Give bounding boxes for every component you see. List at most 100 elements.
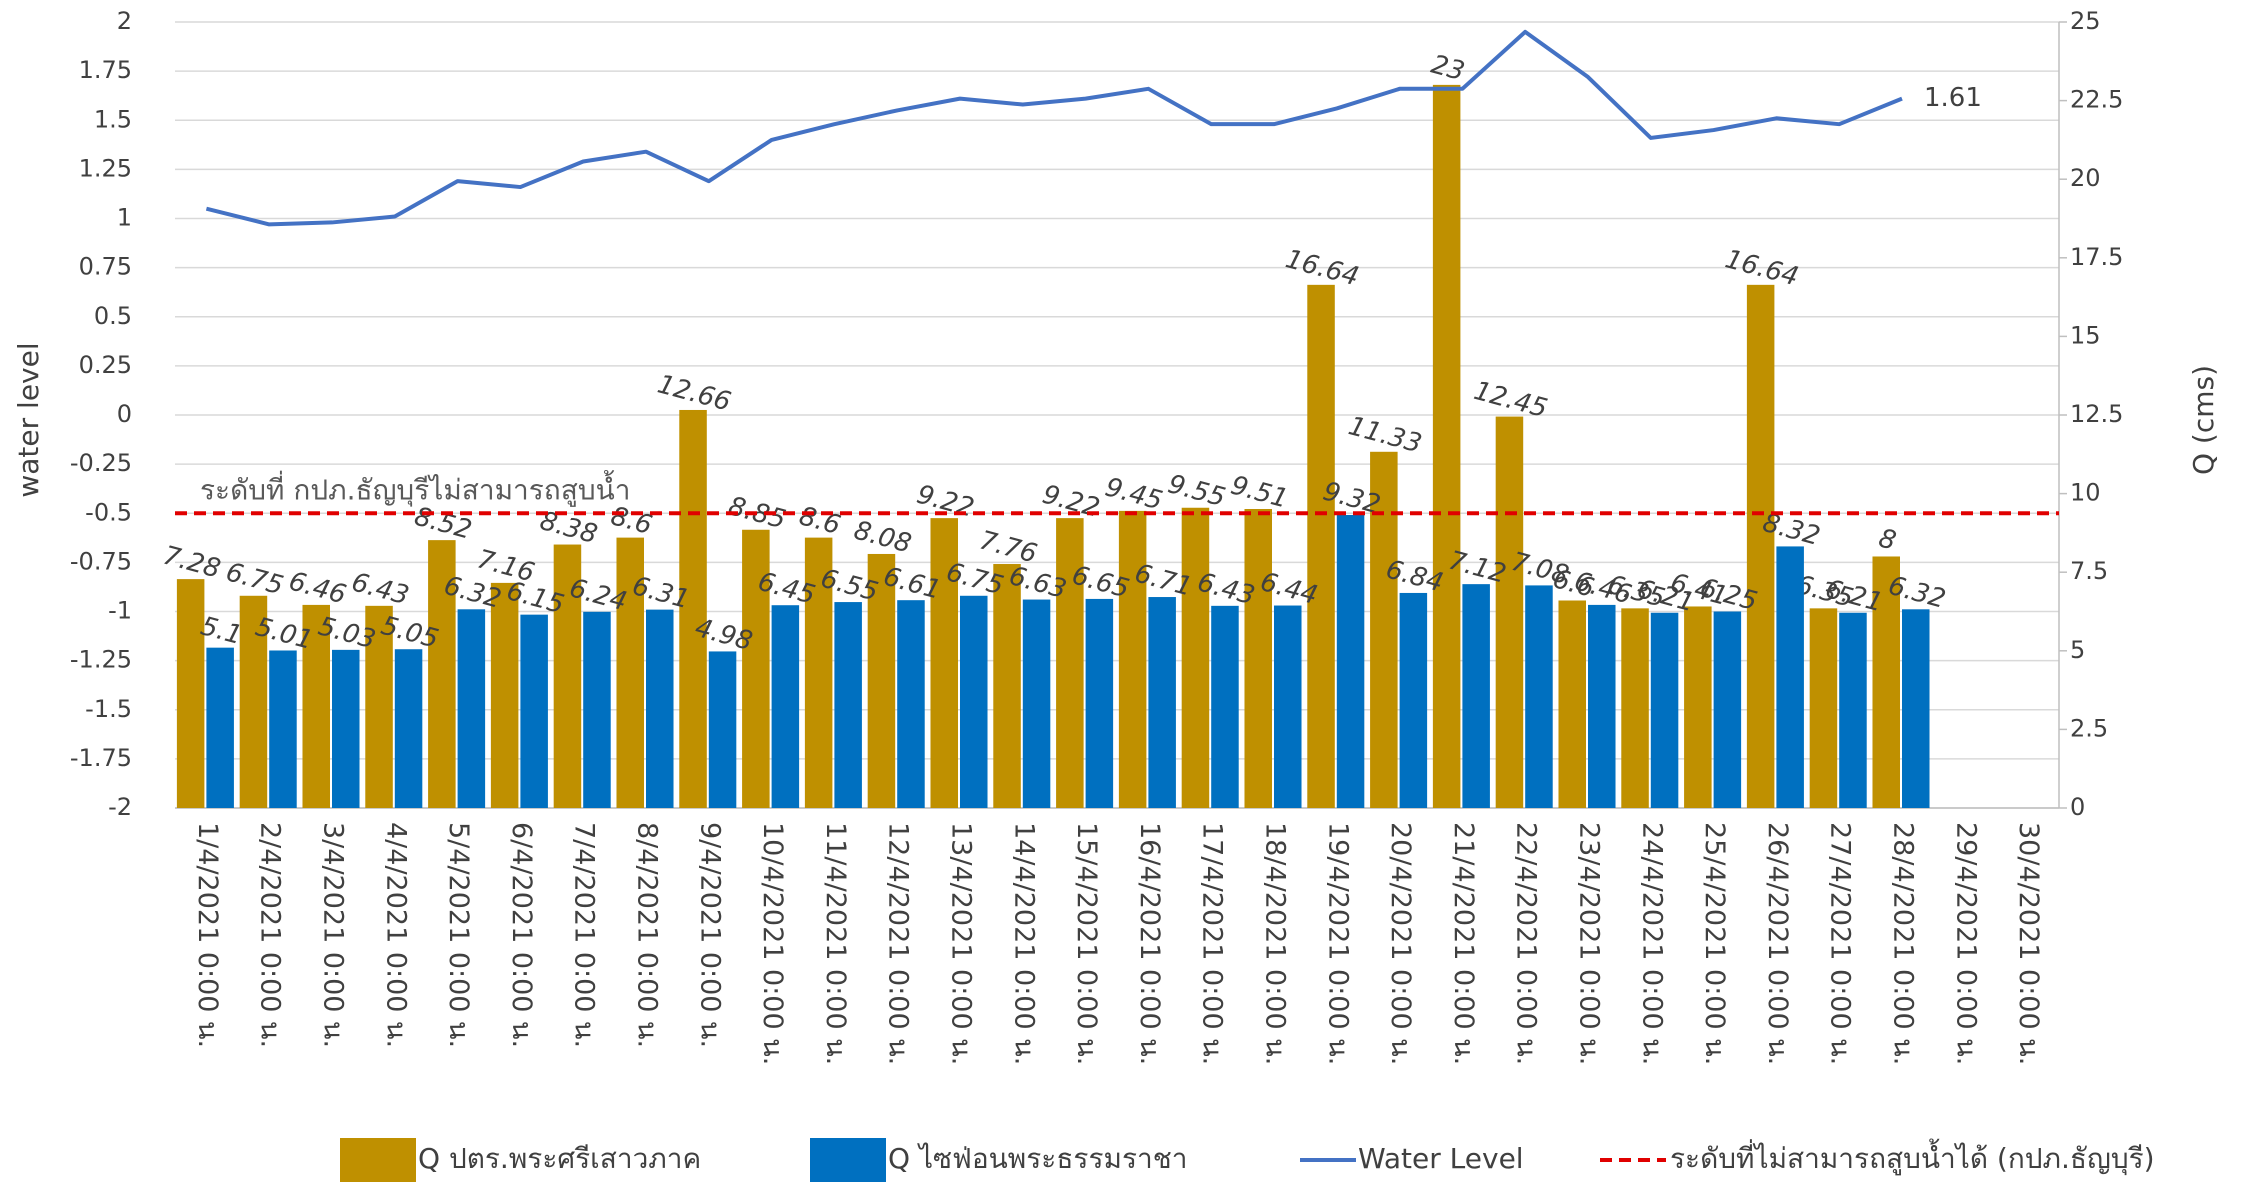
x-tick-label: 5/4/2021 0:00 น. <box>443 822 474 1048</box>
x-tick-label: 11/4/2021 0:00 น. <box>820 822 851 1065</box>
bar <box>1462 584 1490 808</box>
bar <box>1148 597 1176 808</box>
x-tick-label: 6/4/2021 0:00 น. <box>506 822 537 1048</box>
y2-tick-label: 20 <box>2070 164 2101 192</box>
bar <box>1621 608 1649 808</box>
bar <box>1370 451 1398 808</box>
y-tick-label: -0.75 <box>70 547 132 575</box>
bar <box>428 540 456 808</box>
x-tick-label: 2/4/2021 0:00 น. <box>255 822 286 1048</box>
y2-tick-label: 0 <box>2070 793 2085 821</box>
bar <box>771 605 800 808</box>
x-tick-label: 29/4/2021 0:00 น. <box>1950 822 1981 1065</box>
y-tick-label: -0.5 <box>85 498 132 526</box>
bar <box>834 602 862 808</box>
y2-tick-label: 5 <box>2070 636 2085 664</box>
bar <box>365 605 393 808</box>
bar <box>1713 611 1742 808</box>
x-tick-label: 21/4/2021 0:00 น. <box>1448 822 1479 1065</box>
x-tick-label: 10/4/2021 0:00 น. <box>757 822 788 1065</box>
bar <box>867 553 896 808</box>
y-tick-label: 1.75 <box>79 56 132 84</box>
bar <box>960 595 988 808</box>
bar <box>206 647 234 808</box>
legend-swatch <box>810 1138 886 1182</box>
bar <box>1274 605 1302 808</box>
bar <box>332 649 360 808</box>
x-tick-label: 16/4/2021 0:00 น. <box>1134 822 1165 1065</box>
y2-tick-label: 7.5 <box>2070 557 2108 585</box>
x-tick-label: 26/4/2021 0:00 น. <box>1762 822 1793 1065</box>
x-tick-label: 19/4/2021 0:00 น. <box>1322 822 1353 1065</box>
data-label: 1.61 <box>1924 83 1982 113</box>
y2-tick-label: 2.5 <box>2070 714 2108 742</box>
bar <box>1307 284 1335 809</box>
data-label: 8.52 <box>411 502 475 546</box>
y2-tick-label: 12.5 <box>2070 400 2123 428</box>
y-tick-label: -1.25 <box>70 646 132 674</box>
data-label: 9.45 <box>1102 472 1166 516</box>
bar <box>897 600 925 808</box>
data-label: 23 <box>1428 50 1468 88</box>
data-label: 9.51 <box>1228 471 1292 515</box>
bar <box>457 609 486 808</box>
bar <box>1684 606 1712 808</box>
bar <box>1056 518 1084 808</box>
x-tick-label: 13/4/2021 0:00 น. <box>946 822 977 1065</box>
legend-label: Water Level <box>1358 1142 1524 1175</box>
y-tick-label: -1 <box>108 597 132 625</box>
bar <box>646 609 674 808</box>
y-tick-label: 0.75 <box>79 253 132 281</box>
bar <box>1085 598 1114 808</box>
data-label: 8.6 <box>796 501 844 541</box>
bar <box>1022 599 1051 808</box>
bar <box>1746 284 1775 809</box>
bar <box>1839 612 1867 808</box>
bar <box>804 537 833 808</box>
data-label: 9.22 <box>1039 480 1103 524</box>
x-tick-label: 30/4/2021 0:00 น. <box>2013 822 2044 1065</box>
data-label: 8.6 <box>608 501 656 541</box>
x-tick-label: 20/4/2021 0:00 น. <box>1385 822 1416 1065</box>
y-tick-label: 0.25 <box>79 351 132 379</box>
data-label: 8.08 <box>851 516 915 560</box>
x-tick-label: 22/4/2021 0:00 น. <box>1511 822 1542 1065</box>
bar <box>1118 510 1147 808</box>
y-tick-label: 1.25 <box>79 154 132 182</box>
x-tick-label: 25/4/2021 0:00 น. <box>1699 822 1730 1065</box>
bar <box>1902 609 1930 808</box>
bar <box>1809 608 1838 808</box>
bar <box>1244 509 1272 808</box>
bar <box>520 614 548 808</box>
threshold-annotation: ระดับที่ กปภ.ธัญบุรีไม่สามารถสูบน้ำ <box>200 469 631 507</box>
bar <box>302 604 330 808</box>
bar <box>583 611 611 808</box>
y-tick-label: -1.75 <box>70 744 132 772</box>
x-tick-label: 18/4/2021 0:00 น. <box>1260 822 1291 1065</box>
y-tick-label: 0 <box>117 400 132 428</box>
bar <box>1872 556 1900 808</box>
x-tick-label: 4/4/2021 0:00 น. <box>380 822 411 1048</box>
y-tick-label: -0.25 <box>70 449 132 477</box>
y-axis-title: water level <box>12 342 45 497</box>
bar <box>1399 592 1428 808</box>
bar <box>1181 507 1210 808</box>
data-label: 6.46 <box>286 566 350 610</box>
data-label: 9.22 <box>914 480 978 524</box>
bar <box>616 537 644 808</box>
bar <box>1558 600 1586 808</box>
bar <box>1432 84 1461 808</box>
legend-label: ระดับที่ไม่สามารถสูบน้ำได้ (กปภ.ธัญบุรี) <box>1670 1138 2155 1176</box>
x-tick-label: 9/4/2021 0:00 น. <box>694 822 725 1048</box>
x-tick-label: 12/4/2021 0:00 น. <box>883 822 914 1065</box>
x-tick-label: 3/4/2021 0:00 น. <box>318 822 349 1048</box>
bar <box>553 544 582 808</box>
legend-label: Q ปตร.พระศรีเสาวภาค <box>418 1142 701 1175</box>
bar <box>490 582 519 808</box>
legend-label: Q ไซฟ่อนพระธรรมราชา <box>888 1142 1187 1175</box>
bar <box>993 564 1021 808</box>
bar <box>1650 612 1679 808</box>
data-label: 9.55 <box>1165 469 1229 513</box>
bar <box>679 409 707 808</box>
